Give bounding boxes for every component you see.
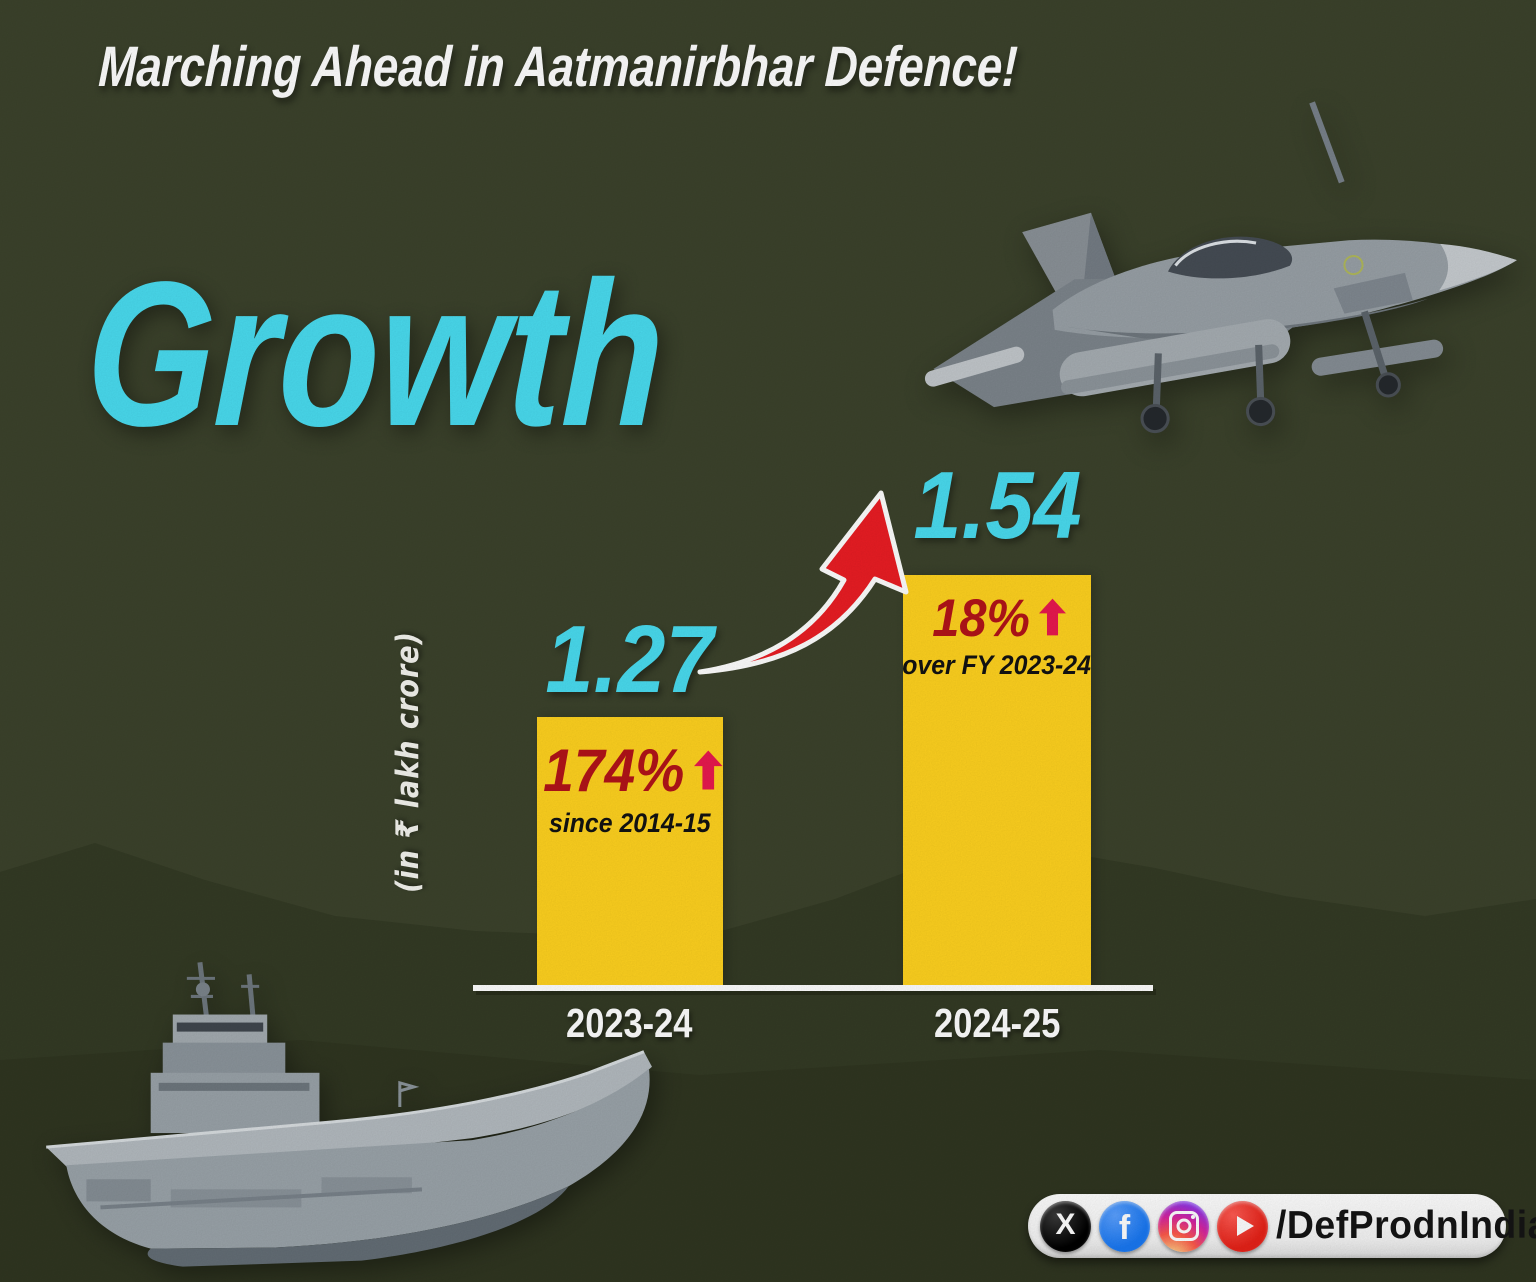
up-arrow-icon xyxy=(1038,598,1066,636)
page-title-highlight: Growth xyxy=(82,236,813,473)
social-media-bar[interactable]: X f /DefProdnIndia xyxy=(1028,1194,1536,1258)
facebook-icon[interactable]: f xyxy=(1099,1200,1150,1252)
bar-value-label: 1.54 xyxy=(912,452,1082,559)
youtube-icon[interactable] xyxy=(1217,1200,1268,1252)
growth-swoosh-arrow xyxy=(697,490,909,675)
growth-annotation-2024-25: 18% xyxy=(903,588,1091,648)
page-title-highlight-label: Growth xyxy=(82,239,669,469)
x-axis-tick-label: 2023-24 xyxy=(566,1000,693,1046)
growth-note-label: since 2014-15 xyxy=(549,808,711,838)
growth-annotation-2023-24: 174% xyxy=(537,737,723,804)
growth-note-2024-25: over FY 2023-24 xyxy=(893,652,1101,679)
x-axis-tick-label: 2024-25 xyxy=(933,1000,1061,1046)
social-handle[interactable]: /DefProdnIndia xyxy=(1276,1204,1536,1247)
growth-percent: 174% xyxy=(543,737,685,804)
up-arrow-icon xyxy=(694,750,723,790)
page-title: India’s Defence Production xyxy=(98,116,1488,241)
x-icon[interactable]: X xyxy=(1040,1200,1091,1252)
growth-note-2023-24: since 2014-15 xyxy=(527,810,733,837)
page-title-label: India’s Defence Production xyxy=(93,118,1155,239)
kicker-text: Marching Ahead in Aatmanirbhar Defence! xyxy=(97,34,1249,100)
growth-percent: 18% xyxy=(932,588,1031,648)
kicker-label: Marching Ahead in Aatmanirbhar Defence! xyxy=(97,35,1019,99)
x-axis-label-2023-24: 2023-24 xyxy=(512,1000,747,1047)
x-axis-label-2024-25: 2024-25 xyxy=(878,1000,1116,1047)
x-axis-line xyxy=(473,985,1153,991)
instagram-icon[interactable] xyxy=(1158,1200,1209,1252)
growth-note-label: over FY 2023-24 xyxy=(902,650,1092,680)
y-axis-label: (in ₹ lakh crore) xyxy=(390,631,426,893)
